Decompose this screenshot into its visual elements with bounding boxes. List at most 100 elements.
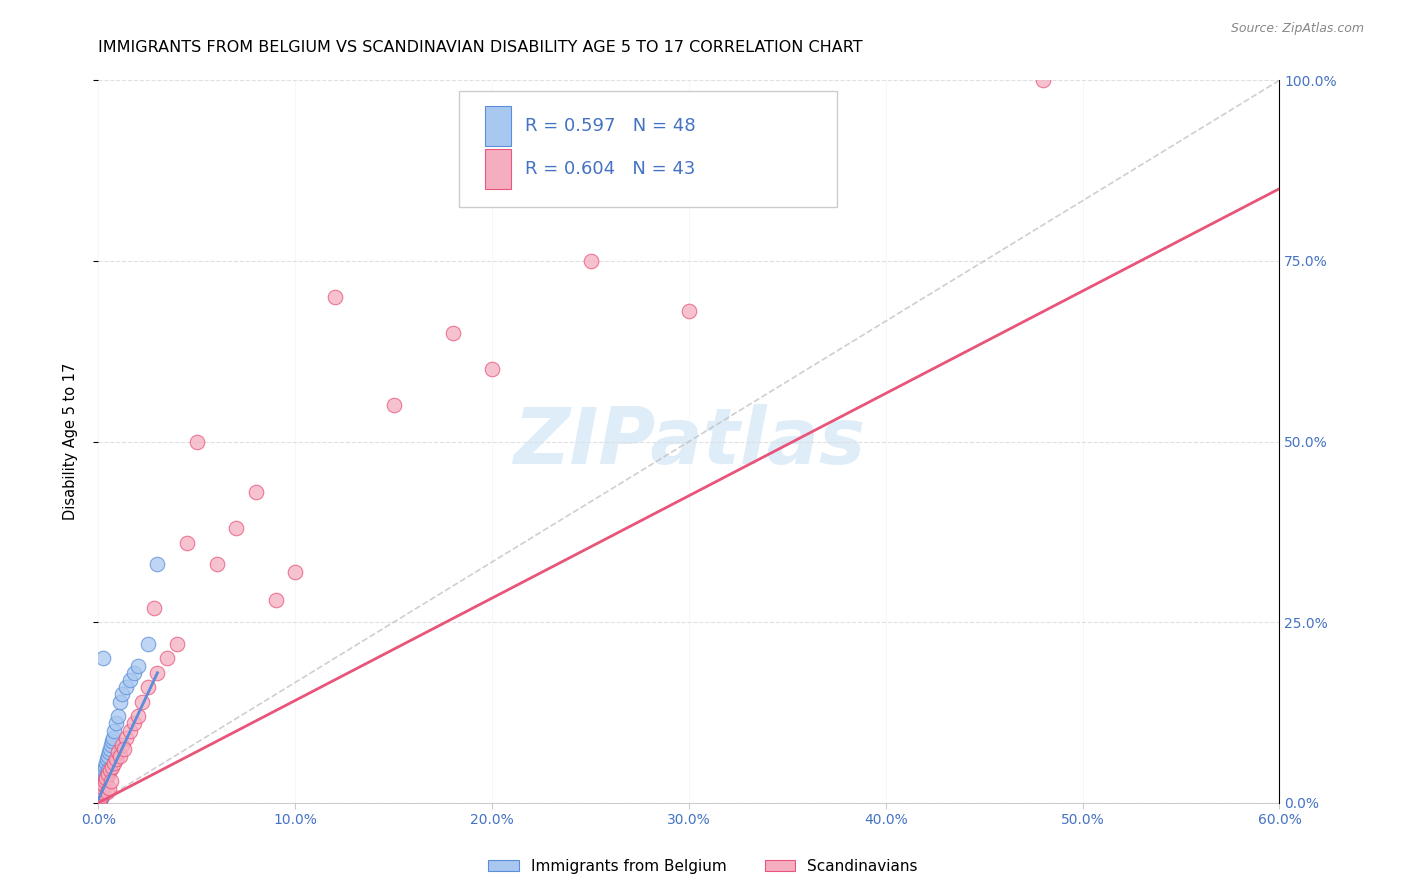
Point	[89, 790, 111, 805]
Point	[90, 785, 112, 799]
Point	[97, 764, 120, 778]
Point	[118, 723, 141, 738]
Point	[101, 734, 124, 748]
Point	[131, 695, 153, 709]
Point	[98, 764, 121, 778]
Point	[89, 789, 111, 803]
Point	[127, 658, 149, 673]
Point	[127, 709, 149, 723]
Point	[94, 771, 117, 785]
Point	[93, 778, 115, 792]
Point	[176, 535, 198, 549]
Point	[96, 756, 118, 770]
Point	[205, 558, 228, 572]
Point	[1032, 73, 1054, 87]
Point	[284, 565, 307, 579]
Point	[107, 745, 129, 759]
Point	[91, 651, 114, 665]
Text: Source: ZipAtlas.com: Source: ZipAtlas.com	[1230, 22, 1364, 36]
Point	[91, 772, 114, 787]
Point	[89, 787, 111, 801]
Point	[93, 764, 115, 778]
Point	[96, 771, 118, 785]
Point	[90, 781, 112, 796]
Point	[93, 767, 115, 781]
Point	[122, 716, 145, 731]
Point	[91, 785, 114, 799]
Point	[91, 775, 114, 789]
Point	[90, 778, 112, 792]
Point	[93, 781, 115, 796]
Point	[90, 780, 112, 794]
FancyBboxPatch shape	[485, 149, 510, 189]
Point	[90, 789, 112, 803]
Point	[100, 738, 122, 752]
Point	[579, 253, 602, 268]
Point	[112, 741, 135, 756]
Text: ZIPatlas: ZIPatlas	[513, 403, 865, 480]
Point	[96, 785, 118, 799]
Point	[105, 716, 128, 731]
Point	[93, 778, 115, 792]
Point	[108, 748, 131, 763]
Text: IMMIGRANTS FROM BELGIUM VS SCANDINAVIAN DISABILITY AGE 5 TO 17 CORRELATION CHART: IMMIGRANTS FROM BELGIUM VS SCANDINAVIAN …	[98, 40, 863, 55]
Point	[93, 775, 115, 789]
Point	[108, 695, 131, 709]
Point	[166, 637, 188, 651]
FancyBboxPatch shape	[458, 91, 837, 207]
Point	[441, 326, 464, 341]
Point	[90, 790, 112, 805]
Point	[97, 767, 120, 781]
Point	[382, 398, 405, 412]
Point	[90, 782, 112, 797]
Point	[96, 752, 118, 766]
Point	[89, 794, 111, 808]
Point	[142, 600, 165, 615]
Point	[186, 434, 208, 449]
Point	[96, 767, 118, 781]
Point	[91, 781, 114, 796]
Point	[98, 741, 121, 756]
Text: R = 0.597   N = 48: R = 0.597 N = 48	[524, 117, 696, 135]
Point	[146, 665, 169, 680]
Point	[91, 785, 114, 799]
Point	[481, 362, 503, 376]
Point	[245, 485, 267, 500]
Point	[118, 673, 141, 687]
Point	[90, 789, 112, 803]
Point	[98, 745, 121, 759]
Point	[156, 651, 179, 665]
Point	[264, 593, 287, 607]
Point	[94, 760, 117, 774]
Point	[111, 687, 134, 701]
Point	[103, 731, 125, 745]
Point	[91, 774, 114, 789]
Y-axis label: Disability Age 5 to 17: Disability Age 5 to 17	[63, 363, 77, 520]
Point	[122, 665, 145, 680]
Point	[101, 760, 124, 774]
Point	[91, 771, 114, 785]
Point	[107, 709, 129, 723]
Point	[115, 680, 138, 694]
FancyBboxPatch shape	[485, 106, 510, 145]
Point	[105, 752, 128, 766]
Point	[89, 793, 111, 807]
Point	[94, 774, 117, 789]
Point	[225, 521, 247, 535]
Point	[136, 680, 159, 694]
Point	[103, 756, 125, 770]
Point	[89, 792, 111, 806]
Point	[136, 637, 159, 651]
Legend: Immigrants from Belgium, Scandinavians: Immigrants from Belgium, Scandinavians	[482, 853, 924, 880]
Point	[97, 748, 120, 763]
Point	[115, 731, 138, 745]
Point	[678, 304, 700, 318]
Point	[146, 558, 169, 572]
Point	[100, 774, 122, 789]
Point	[93, 774, 115, 789]
Point	[103, 723, 125, 738]
Point	[111, 738, 134, 752]
Point	[89, 792, 111, 806]
Text: R = 0.604   N = 43: R = 0.604 N = 43	[524, 161, 695, 178]
Point	[323, 290, 346, 304]
